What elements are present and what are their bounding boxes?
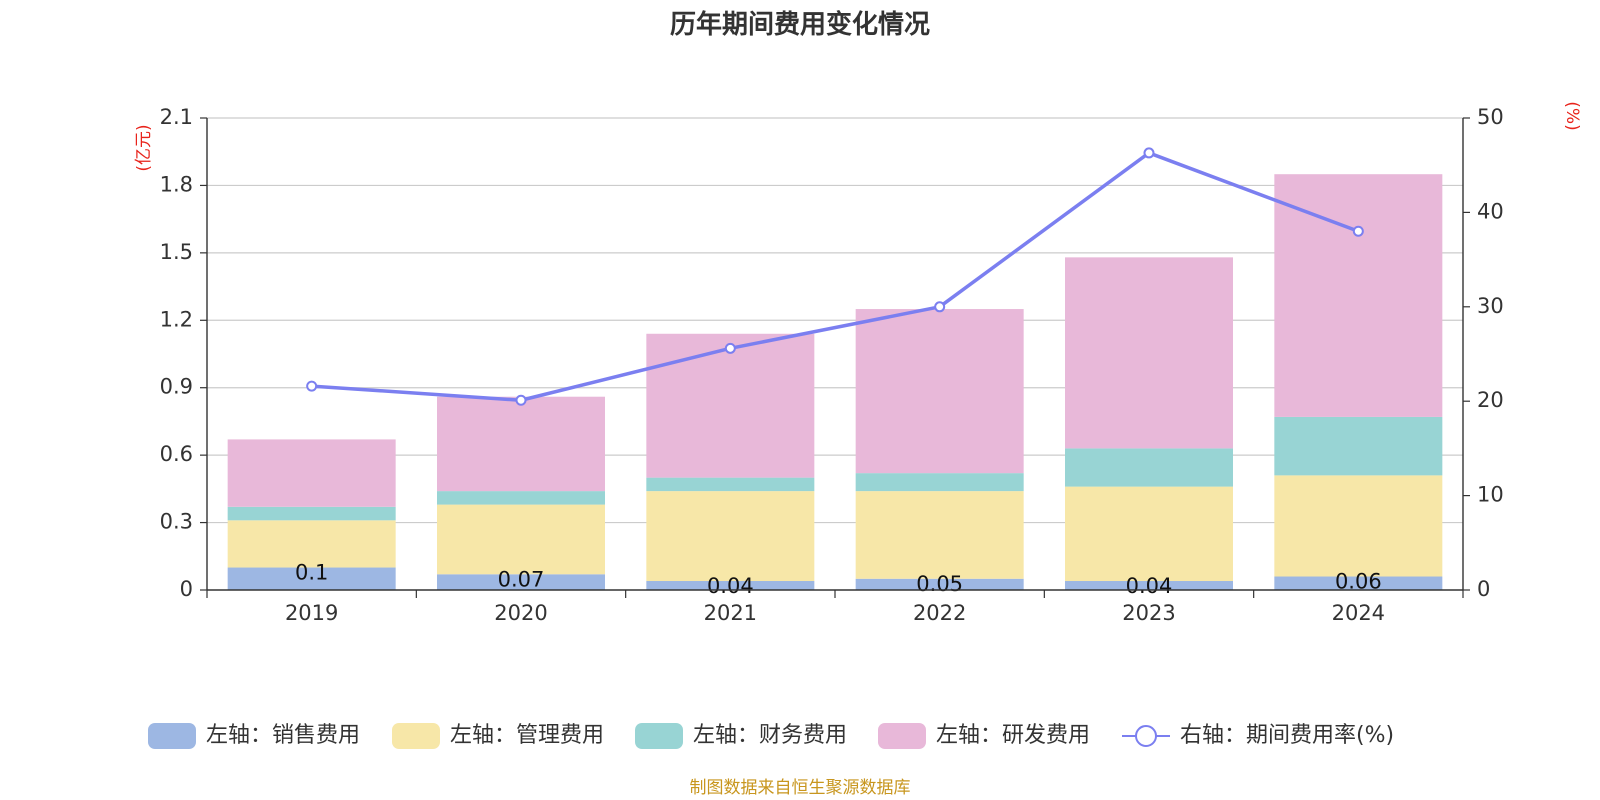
bar-labels: 0.1 0.07 0.04 0.05 0.04 0.06 bbox=[295, 561, 1382, 598]
rate-point-2022 bbox=[934, 301, 946, 313]
bar-2022-series-1 bbox=[855, 578, 1024, 590]
bar-2020-series-4 bbox=[437, 396, 605, 492]
legend-label-2: 左轴：管理费用 bbox=[450, 723, 604, 748]
bars bbox=[227, 174, 1443, 590]
bar-2024-series-3 bbox=[1274, 416, 1443, 476]
left-axis-tick-label: 0.6 bbox=[160, 442, 193, 466]
bar-2021-series-1 bbox=[646, 581, 815, 590]
x-axis-label-2022: 2022 bbox=[913, 601, 966, 625]
legend-marker-icon bbox=[1135, 725, 1157, 747]
bar-2024-series-4 bbox=[1274, 174, 1443, 417]
right-axis-unit: (%) bbox=[1562, 101, 1582, 130]
rate-point-2020 bbox=[515, 394, 527, 406]
x-axis-label-2020: 2020 bbox=[494, 601, 547, 625]
grid-lines bbox=[207, 117, 1463, 524]
left-axis-tick-label: 0.3 bbox=[160, 510, 193, 534]
legend-swatch-1 bbox=[148, 723, 196, 749]
bar-2022-series-3 bbox=[855, 473, 1024, 492]
bar-2024-series-1 bbox=[1274, 576, 1443, 590]
x-axis-label-2024: 2024 bbox=[1332, 601, 1385, 625]
bar-label-2019: 0.1 bbox=[295, 561, 328, 585]
bar-2023-series-4 bbox=[1065, 257, 1233, 449]
legend-swatch-2 bbox=[392, 723, 440, 749]
legend-label-1: 左轴：销售费用 bbox=[206, 723, 360, 748]
bar-2019-series-3 bbox=[227, 506, 396, 521]
left-axis-tick-label: 1.5 bbox=[160, 240, 193, 264]
bar-2023-series-3 bbox=[1065, 448, 1233, 487]
right-axis-tick-label: 40 bbox=[1477, 199, 1504, 223]
rate-line-path bbox=[311, 151, 1359, 403]
bar-2022-series-2 bbox=[855, 491, 1024, 579]
x-axis-label-2021: 2021 bbox=[704, 601, 757, 625]
legend-label-5: 右轴：期间费用率(%) bbox=[1180, 723, 1394, 748]
legend-swatch-4 bbox=[878, 723, 926, 749]
rate-point-2024 bbox=[1352, 225, 1364, 237]
data-source: 制图数据来自恒生聚源数据库 bbox=[690, 778, 911, 798]
axes: 0 0.3 0.6 0.9 1.2 1.5 1.8 2.1 0 10 20 30 40 50 2019 202… bbox=[160, 105, 1504, 625]
bar-2024-series-2 bbox=[1274, 475, 1443, 577]
bar-2022-series-4 bbox=[855, 309, 1024, 474]
left-axis-tick-label: 1.8 bbox=[160, 172, 193, 196]
bar-2019-series-1 bbox=[227, 567, 396, 590]
bar-label-2023: 0.04 bbox=[1126, 574, 1173, 598]
legend-swatch-3 bbox=[635, 723, 683, 749]
right-axis-tick-label: 50 bbox=[1477, 105, 1504, 129]
bar-2020-series-3 bbox=[437, 491, 605, 505]
bar-label-2021: 0.04 bbox=[707, 574, 754, 598]
bar-2020-series-1 bbox=[437, 574, 605, 590]
rate-line bbox=[306, 147, 1364, 406]
left-axis-tick-label: 0 bbox=[180, 577, 193, 601]
chart-title: 历年期间费用变化情况 bbox=[670, 9, 930, 40]
bar-2021-series-2 bbox=[646, 491, 815, 582]
bar-label-2022: 0.05 bbox=[916, 572, 963, 596]
left-axis-tick-label: 2.1 bbox=[160, 105, 193, 129]
right-axis-tick-label: 30 bbox=[1477, 294, 1504, 318]
x-axis-label-2019: 2019 bbox=[285, 601, 338, 625]
bar-2021-series-3 bbox=[646, 477, 815, 492]
left-axis-unit: (亿元) bbox=[134, 124, 154, 171]
left-axis-tick-label: 1.2 bbox=[160, 307, 193, 331]
bar-2020-series-2 bbox=[437, 504, 605, 575]
rate-point-2019 bbox=[306, 380, 318, 392]
legend-label-4: 左轴：研发费用 bbox=[936, 723, 1090, 748]
bar-2023-series-1 bbox=[1065, 581, 1233, 590]
bar-2021-series-4 bbox=[646, 333, 815, 478]
right-axis-tick-label: 20 bbox=[1477, 388, 1504, 412]
bar-2019-series-2 bbox=[227, 520, 396, 568]
bar-label-2020: 0.07 bbox=[498, 567, 545, 591]
right-axis-tick-label: 0 bbox=[1477, 577, 1490, 601]
x-axis-label-2023: 2023 bbox=[1122, 601, 1175, 625]
left-axis-tick-label: 0.9 bbox=[160, 375, 193, 399]
bar-2019-series-4 bbox=[227, 439, 396, 507]
rate-point-2023 bbox=[1143, 147, 1155, 159]
legend: 左轴：销售费用 左轴：管理费用 左轴：财务费用 左轴：研发费用 右轴：期间费用率(%) bbox=[148, 723, 1394, 749]
legend-label-3: 左轴：财务费用 bbox=[693, 723, 847, 748]
right-axis-tick-label: 10 bbox=[1477, 483, 1504, 507]
bar-2023-series-2 bbox=[1065, 486, 1233, 582]
rate-point-2021 bbox=[724, 342, 736, 354]
